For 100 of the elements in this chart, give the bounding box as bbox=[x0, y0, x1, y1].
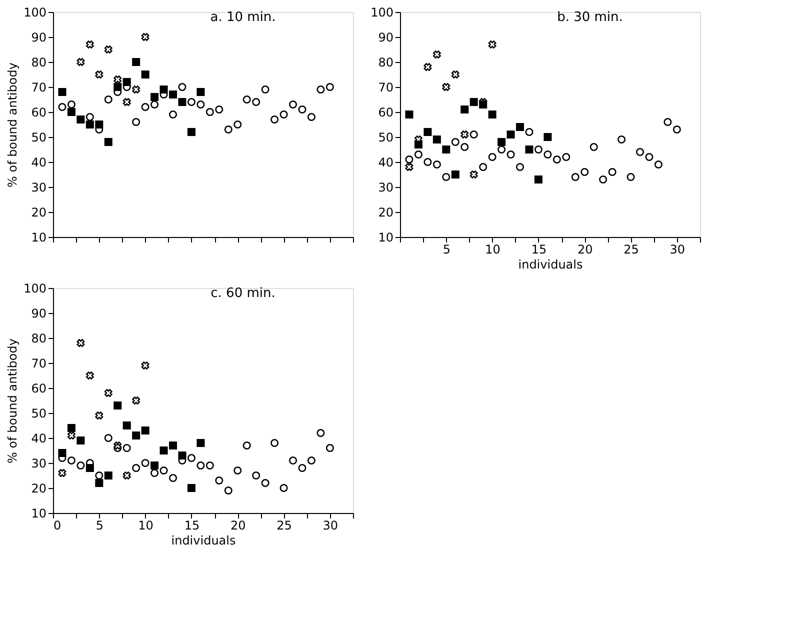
x-axis-title: individuals bbox=[171, 534, 236, 548]
point bbox=[196, 88, 205, 96]
point bbox=[141, 459, 150, 467]
point bbox=[132, 86, 140, 94]
chart-title: c. 60 min. bbox=[210, 286, 276, 301]
point bbox=[599, 176, 608, 184]
point bbox=[104, 46, 112, 54]
point bbox=[326, 83, 334, 91]
point bbox=[442, 173, 450, 181]
point bbox=[141, 103, 150, 111]
point bbox=[160, 446, 168, 455]
point bbox=[608, 168, 616, 176]
point bbox=[114, 442, 122, 450]
point bbox=[95, 70, 104, 78]
point bbox=[424, 63, 432, 71]
x-tick-label: 0 bbox=[54, 518, 62, 532]
point bbox=[141, 362, 150, 370]
point bbox=[442, 83, 450, 91]
point bbox=[58, 469, 66, 477]
point bbox=[571, 173, 580, 181]
point bbox=[206, 108, 214, 116]
point bbox=[326, 444, 334, 452]
y-tick-label: 70 bbox=[31, 356, 46, 370]
point bbox=[132, 431, 140, 440]
point bbox=[86, 40, 94, 48]
point bbox=[86, 372, 94, 380]
point bbox=[132, 118, 140, 126]
point bbox=[187, 98, 196, 106]
y-tick-label: 40 bbox=[31, 156, 46, 170]
x-tick-label: 5 bbox=[442, 242, 450, 256]
point bbox=[224, 126, 232, 134]
y-tick-label: 80 bbox=[31, 332, 46, 346]
point bbox=[95, 472, 104, 480]
point bbox=[298, 464, 306, 472]
point bbox=[150, 469, 159, 477]
point bbox=[215, 476, 224, 484]
point bbox=[316, 429, 325, 437]
point bbox=[525, 145, 534, 154]
point bbox=[432, 135, 441, 144]
point bbox=[150, 92, 159, 102]
point bbox=[114, 444, 122, 452]
point bbox=[636, 148, 644, 156]
point bbox=[432, 160, 441, 168]
chart-title: b. 30 min. bbox=[557, 10, 623, 25]
point bbox=[580, 168, 589, 176]
point bbox=[470, 98, 478, 106]
point bbox=[451, 70, 460, 78]
point bbox=[206, 462, 214, 470]
y-tick-label: 20 bbox=[378, 206, 394, 220]
y-tick-label: 10 bbox=[31, 506, 46, 520]
x-tick-label: 5 bbox=[96, 518, 104, 532]
point bbox=[405, 163, 414, 171]
point bbox=[168, 90, 178, 99]
point bbox=[442, 145, 450, 154]
y-tick-label: 60 bbox=[378, 106, 394, 120]
point bbox=[261, 86, 270, 94]
y-tick-label: 10 bbox=[31, 230, 46, 244]
point bbox=[242, 442, 251, 450]
point bbox=[242, 96, 251, 104]
y-tick-label: 100 bbox=[24, 6, 46, 20]
point bbox=[534, 146, 542, 154]
point bbox=[316, 86, 325, 94]
y-tick-label: 50 bbox=[378, 130, 394, 144]
point bbox=[141, 426, 150, 435]
point bbox=[451, 138, 460, 146]
point bbox=[122, 421, 131, 430]
point bbox=[288, 456, 298, 464]
point bbox=[405, 156, 414, 164]
y-tick-label: 20 bbox=[31, 206, 46, 220]
y-tick-label: 50 bbox=[31, 406, 46, 420]
point bbox=[196, 462, 205, 470]
point bbox=[234, 466, 242, 474]
chart-title: a. 10 min. bbox=[210, 10, 276, 25]
point bbox=[280, 110, 288, 118]
point bbox=[288, 100, 298, 108]
y-tick-label: 40 bbox=[31, 432, 46, 446]
point bbox=[552, 156, 561, 164]
point bbox=[298, 106, 306, 114]
point bbox=[451, 170, 460, 179]
point bbox=[67, 432, 76, 440]
point bbox=[516, 122, 524, 132]
point bbox=[280, 484, 288, 492]
point bbox=[645, 153, 654, 161]
point bbox=[414, 140, 422, 149]
y-tick-label: 60 bbox=[31, 106, 46, 120]
point bbox=[261, 479, 270, 487]
point bbox=[224, 486, 232, 494]
point bbox=[405, 110, 414, 119]
point bbox=[414, 150, 422, 158]
point bbox=[460, 143, 469, 151]
y-tick-label: 80 bbox=[378, 56, 394, 70]
y-tick-label: 100 bbox=[370, 6, 394, 20]
point bbox=[67, 108, 76, 116]
point bbox=[86, 120, 94, 129]
point bbox=[76, 115, 85, 124]
y-tick-label: 100 bbox=[24, 282, 46, 296]
point bbox=[626, 173, 635, 181]
point bbox=[104, 389, 112, 397]
point bbox=[76, 436, 85, 445]
y-tick-label: 30 bbox=[378, 180, 394, 194]
